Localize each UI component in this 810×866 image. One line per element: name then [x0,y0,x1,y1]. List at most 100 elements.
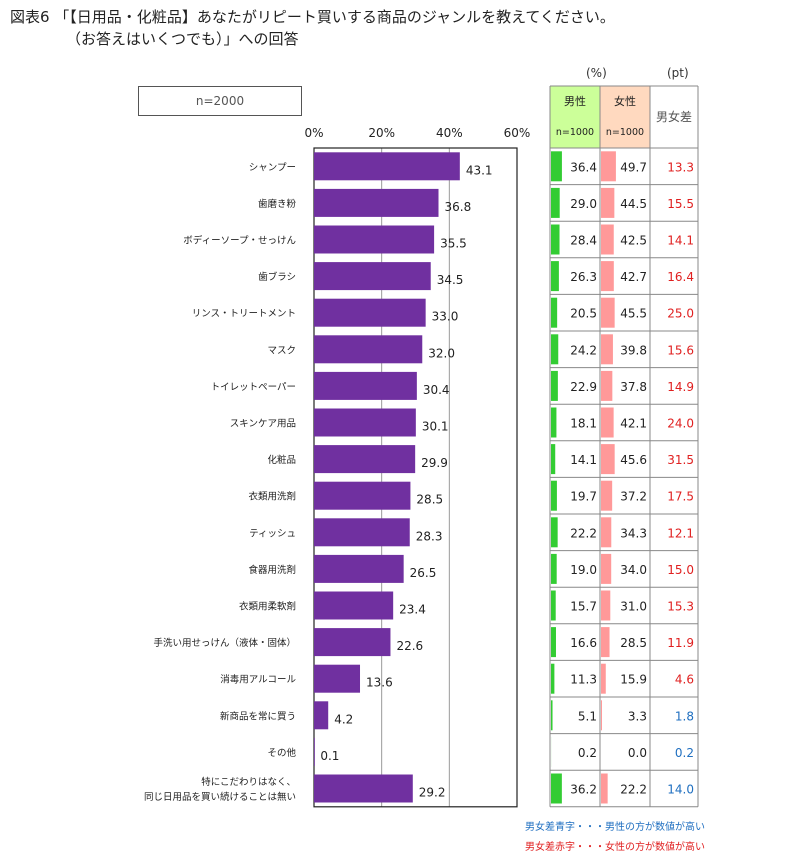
bar [314,371,417,400]
bar-value-label: 30.4 [423,383,450,397]
female-bar [601,700,602,731]
male-header-cell [550,86,600,148]
male-value-label: 14.1 [570,453,597,467]
male-bar [551,517,558,548]
category-label: 化粧品 [267,454,296,466]
category-label: スキンケア用品 [230,419,296,430]
bar-value-label: 23.4 [399,603,426,617]
bar-value-label: 35.5 [440,237,467,251]
bar [314,518,410,547]
female-value-label: 31.0 [620,600,647,614]
male-value-label: 5.1 [578,709,597,723]
male-sample-label: n=1000 [556,127,594,138]
male-value-label: 0.2 [578,746,597,760]
diff-value-label: 17.5 [667,490,694,504]
bar-value-label: 13.6 [366,676,393,690]
female-bar [601,444,615,475]
category-label: その他 [267,747,296,759]
male-bar [551,370,558,401]
female-value-label: 28.5 [620,636,647,650]
female-header-cell [600,86,650,148]
female-bar [601,773,608,804]
female-value-label: 49.7 [620,160,647,174]
category-label: マスク [267,345,296,356]
female-value-label: 3.3 [628,709,647,723]
bar [314,774,413,803]
category-label: トイレットペーパー [211,382,296,393]
chart-title: 図表6 「【日用品・化粧品】あなたがリピート買いする商品のジャンルを教えてくださ… [10,6,615,50]
female-bar [601,370,613,401]
female-bar [601,553,612,584]
diff-value-label: 14.1 [667,234,694,248]
male-value-label: 28.4 [570,234,597,248]
bar-value-label: 36.8 [445,200,472,214]
female-bar [601,480,613,511]
diff-value-label: 24.0 [667,417,694,431]
bar-value-label: 32.0 [428,346,455,360]
category-label: 衣類用洗剤 [248,491,296,503]
female-value-label: 42.5 [620,234,647,248]
male-bar [551,553,557,584]
female-value-label: 45.5 [620,307,647,321]
bar [314,481,411,510]
diff-value-label: 13.3 [667,160,694,174]
category-label: 消毒用アルコール [220,674,296,686]
bar-value-label: 4.2 [334,712,353,726]
female-value-label: 42.1 [620,417,647,431]
female-value-label: 34.0 [620,563,647,577]
male-value-label: 11.3 [570,673,597,687]
female-value-label: 45.6 [620,453,647,467]
bar-value-label: 0.1 [320,749,339,763]
female-sample-label: n=1000 [606,127,644,138]
male-value-label: 19.0 [570,563,597,577]
female-value-label: 34.3 [620,526,647,540]
plot-frame [313,147,518,808]
x-tick-label: 0% [304,126,323,140]
female-header-label: 女性 [614,94,636,108]
female-bar [601,627,610,658]
bar-value-label: 22.6 [396,639,423,653]
male-bar [551,334,559,365]
female-value-label: 42.7 [620,270,647,284]
female-value-label: 0.0 [628,746,647,760]
male-header-label: 男性 [564,94,586,108]
male-bar [551,480,557,511]
female-bar [601,187,615,218]
male-value-label: 22.2 [570,526,597,540]
male-value-label: 18.1 [570,417,597,431]
female-value-label: 22.2 [620,783,647,797]
x-tick-label: 40% [436,126,463,140]
bar [314,335,423,364]
category-label: 手洗い用せっけん（液体・固体） [153,637,296,649]
title-line-1: 図表6 「【日用品・化粧品】あなたがリピート買いする商品のジャンルを教えてくださ… [10,8,615,26]
bar-value-label: 28.5 [416,493,443,507]
diff-value-label: 0.2 [675,746,694,760]
category-label: 特にこだわりはなく、 [201,776,296,788]
male-value-label: 26.3 [570,270,597,284]
diff-value-label: 1.8 [675,709,694,723]
female-bar [601,407,614,438]
male-value-label: 36.4 [570,160,597,174]
bar [314,628,391,657]
category-label: シャンプー [249,162,296,173]
male-value-label: 36.2 [570,783,597,797]
male-bar [551,407,557,438]
bar-value-label: 43.1 [466,163,493,177]
female-value-label: 37.2 [620,490,647,504]
male-value-label: 20.5 [570,307,597,321]
category-label: 同じ日用品を買い続けることは無い [144,791,296,803]
bar [314,664,361,693]
male-value-label: 24.2 [570,343,597,357]
female-bar [601,261,614,292]
diff-value-label: 11.9 [667,636,694,650]
diff-header-label: 男女差 [656,109,692,124]
title-line-2: （お答えはいくつでも）」への回答 [66,30,299,48]
bar [314,262,431,291]
bar [314,188,439,217]
male-value-label: 19.7 [570,490,597,504]
bar-value-label: 29.2 [419,786,446,800]
diff-value-label: 25.0 [667,307,694,321]
male-bar [551,444,556,475]
bar [314,591,394,620]
diff-value-label: 14.9 [667,380,694,394]
